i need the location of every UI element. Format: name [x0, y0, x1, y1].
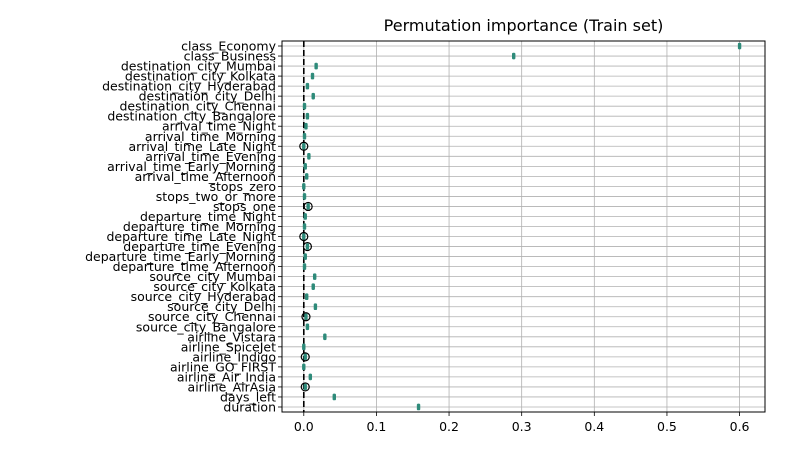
importance-box: [302, 102, 307, 110]
importance-box: [511, 52, 516, 60]
importance-box: [302, 183, 306, 190]
y-tick-label: source_city_Mumbai: [149, 269, 276, 284]
importance-box: [311, 283, 315, 290]
y-tick-label: airline_AirAsia: [188, 379, 276, 394]
importance-box: [304, 173, 309, 180]
importance-box: [302, 233, 306, 240]
importance-box: [305, 323, 310, 331]
y-tick-label: duration: [223, 399, 276, 414]
importance-box: [303, 163, 307, 170]
importance-box: [314, 62, 318, 70]
importance-box: [306, 203, 310, 210]
y-tick-label: airline_SpiceJet: [181, 339, 276, 354]
x-tick-label: 0.3: [512, 419, 532, 434]
y-tick-label: destination_city_Hyderabad: [102, 79, 276, 94]
importance-box: [303, 213, 307, 220]
y-tick-label: destination_city_Bangalore: [107, 109, 276, 124]
y-tick-label: class_Business: [184, 49, 276, 64]
importance-box: [332, 393, 336, 401]
outlier-point: [299, 141, 309, 151]
y-tick-label: departure_time_Night: [140, 209, 276, 224]
importance-box: [305, 82, 310, 90]
importance-box: [304, 313, 308, 321]
importance-box: [313, 303, 318, 311]
importance-box: [312, 273, 317, 280]
y-tick-label: destination_city_Mumbai: [121, 59, 276, 74]
y-tick-label: arrival_time_Morning: [145, 129, 276, 144]
y-tick-label: departure_time_Afternoon: [113, 259, 276, 274]
importance-box: [416, 403, 421, 411]
importance-box: [305, 243, 310, 250]
importance-box: [737, 42, 742, 50]
y-tick-label: days_left: [220, 389, 276, 404]
importance-box: [307, 153, 311, 160]
y-tick-label: airline_GO_FIRST: [170, 359, 276, 374]
outlier-point: [301, 312, 311, 322]
importance-box: [302, 193, 307, 200]
outlier-point: [300, 352, 310, 362]
importance-box: [305, 112, 310, 120]
importance-box: [302, 263, 307, 270]
y-tick-label: departure_time_Late_Night: [106, 229, 276, 244]
x-tick-label: 0.0: [294, 419, 314, 434]
y-tick-label: stops_zero: [209, 179, 276, 194]
y-tick-label: stops_two_or_more: [156, 189, 277, 204]
importance-box: [310, 72, 315, 80]
importance-box: [303, 353, 307, 361]
y-tick-label: source_city_Hyderabad: [131, 289, 276, 304]
chart-title: Permutation importance (Train set): [383, 16, 664, 35]
y-tick-label: airline_Indigo: [192, 349, 276, 364]
importance-box: [311, 92, 315, 100]
y-tick-label: arrival_time_Night: [162, 119, 276, 134]
y-tick-label: source_city_Kolkata: [153, 279, 276, 294]
outlier-point: [300, 382, 310, 392]
importance-box: [323, 333, 327, 341]
y-tick-label: airline_Air_India: [177, 369, 276, 384]
outlier-point: [303, 201, 313, 212]
importance-box: [302, 132, 307, 140]
y-tick-label: arrival_time_Early_Morning: [107, 159, 276, 174]
importance-box: [302, 343, 306, 351]
outlier-point: [299, 231, 309, 242]
outlier-point: [302, 241, 313, 252]
y-tick-label: arrival_time_Evening: [145, 149, 276, 164]
y-tick-label: departure_time_Morning: [123, 219, 276, 234]
importance-box: [302, 363, 306, 371]
y-tick-label: source_city_Delhi: [167, 299, 276, 314]
y-tick-label: departure_time_Early_Morning: [85, 249, 276, 264]
importance-box: [302, 142, 306, 150]
importance-box: [303, 253, 307, 260]
y-tick-label: destination_city_Chennai: [119, 99, 276, 114]
x-tick-label: 0.1: [366, 419, 386, 434]
x-tick-label: 0.5: [657, 419, 677, 434]
y-tick-label: airline_Vistara: [187, 329, 276, 344]
importance-box: [303, 383, 307, 391]
y-tick-label: source_city_Chennai: [148, 309, 276, 324]
importance-box: [304, 293, 309, 300]
y-tick-label: class_Economy: [181, 39, 276, 54]
x-tick-label: 0.2: [439, 419, 459, 434]
x-tick-label: 0.4: [584, 419, 604, 434]
importance-box: [308, 373, 313, 381]
y-tick-label: departure_time_Evening: [123, 239, 276, 254]
importance-box: [302, 223, 307, 230]
y-tick-label: destination_city_Delhi: [139, 89, 276, 104]
y-tick-label: destination_city_Kolkata: [125, 69, 276, 84]
y-tick-label: source_city_Bangalore: [136, 319, 276, 334]
y-tick-label: arrival_time_Late_Night: [128, 139, 276, 154]
importance-box: [304, 122, 308, 130]
x-tick-label: 0.6: [730, 419, 750, 434]
y-tick-label: arrival_time_Afternoon: [135, 169, 276, 184]
y-tick-label: stops_one: [213, 199, 276, 214]
